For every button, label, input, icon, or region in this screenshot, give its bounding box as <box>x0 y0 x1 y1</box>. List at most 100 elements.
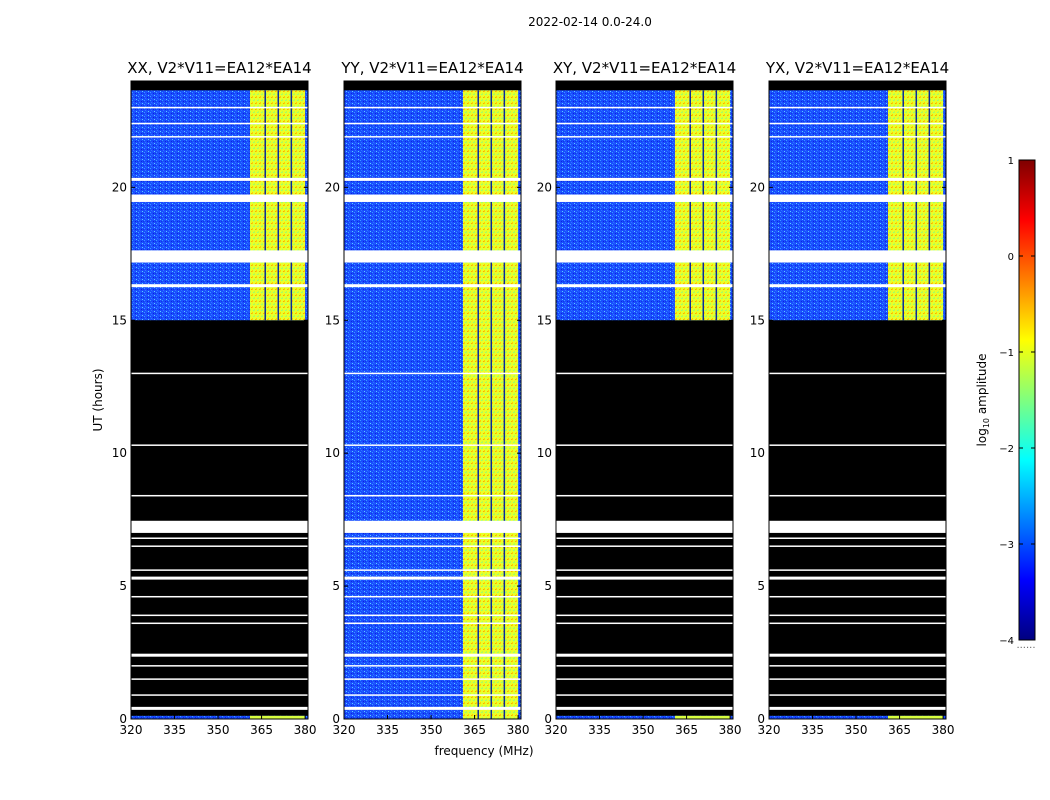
panel-flag-gap <box>131 569 308 571</box>
panel-flag-gap <box>556 122 733 125</box>
y-tick-label: 0 <box>544 712 552 726</box>
panel-channel-divider <box>490 90 493 719</box>
panel-flag-gap <box>769 678 946 680</box>
panel-channel-divider <box>290 90 293 321</box>
panel-flag-gap-wide <box>131 251 308 262</box>
panel-flag-gap <box>556 614 733 617</box>
colorbar-label-prefix: log <box>975 428 989 446</box>
panel-channel-divider <box>915 90 918 321</box>
panel-flag-gap <box>131 614 308 617</box>
x-tick-label: 380 <box>507 723 530 737</box>
panel-flag-gap-wide <box>344 195 521 202</box>
panel-channel-divider <box>715 90 718 321</box>
colorbar-tick-label: −1 <box>999 348 1014 359</box>
panel-flag-gap <box>131 537 308 539</box>
panel-flag-gap <box>131 494 308 497</box>
panel-flag-gap <box>344 494 521 497</box>
panel-3: YX, V2*V11=EA12*EA14 320 335 350 365 380 0 5 10 1… <box>750 59 955 737</box>
y-tick-label: 20 <box>750 180 765 194</box>
y-tick-label: 10 <box>537 446 552 460</box>
panel-flag-gap <box>769 569 946 571</box>
panel-flag-gap <box>556 106 733 109</box>
panel-flag-gap <box>769 106 946 109</box>
panel-flag-gap <box>344 122 521 125</box>
panel-flag-gap <box>769 444 946 446</box>
y-tick-label: 20 <box>112 180 127 194</box>
x-tick-label: 365 <box>250 723 273 737</box>
colorbar-extra-label: ...... <box>1016 640 1035 651</box>
panel-flag-gap <box>131 444 308 446</box>
panel-flag-gap <box>344 569 521 571</box>
panel-flag-gap <box>556 622 733 625</box>
panel-flag-gap <box>556 537 733 539</box>
panel-title: XX, V2*V11=EA12*EA14 <box>127 59 311 77</box>
panel-flag-gap <box>769 665 946 667</box>
x-tick-label: 320 <box>120 723 143 737</box>
panel-frame <box>130 80 309 720</box>
y-tick-label: 5 <box>119 579 127 593</box>
panel-channel-divider <box>928 90 931 321</box>
panel-flag-gap <box>344 678 521 680</box>
panels-group: XX, V2*V11=EA12*EA14 320 335 350 365 380 0 5 10 1… <box>112 59 955 737</box>
panel-channel-divider <box>902 90 904 321</box>
panel-flag-gap <box>344 706 521 710</box>
panel-flag-gap <box>769 653 946 657</box>
colorbar-gradient <box>1018 159 1036 641</box>
panel-flag-gap <box>769 595 946 598</box>
panel-flag-gap <box>131 706 308 710</box>
panel-flag-gap <box>131 122 308 125</box>
panel-flag-gap <box>769 694 946 696</box>
panel-flag-gap <box>556 444 733 446</box>
panel-flag-gap <box>769 494 946 497</box>
panel-flag-gap <box>344 576 521 580</box>
panel-flag-gap <box>344 444 521 446</box>
x-tick-label: 380 <box>932 723 955 737</box>
x-tick-label: 335 <box>163 723 186 737</box>
panel-flag-gap-wide <box>556 251 733 262</box>
panel-frame <box>343 80 522 720</box>
y-tick-label: 20 <box>325 180 340 194</box>
panel-flag-gap-wide <box>769 522 946 533</box>
x-tick-label: 335 <box>801 723 824 737</box>
colorbar-tick-label: −3 <box>999 540 1014 551</box>
panel-flag-gap <box>131 545 308 547</box>
panel-flag-gap <box>131 678 308 680</box>
panel-flag-gap <box>131 653 308 657</box>
panel-flag-gap <box>769 537 946 539</box>
y-tick-label: 15 <box>325 313 340 327</box>
y-tick-label: 0 <box>119 712 127 726</box>
x-tick-label: 365 <box>463 723 486 737</box>
panel-flag-gap-wide <box>131 522 308 533</box>
panel-flag-gap <box>131 177 308 181</box>
panel-channel-divider <box>503 90 506 719</box>
panel-0: XX, V2*V11=EA12*EA14 320 335 350 365 380 0 5 10 1… <box>112 59 317 737</box>
panel-flag-gap <box>769 284 946 288</box>
panel-flag-gap <box>131 665 308 667</box>
x-tick-label: 320 <box>545 723 568 737</box>
panel-flag-gap <box>131 284 308 288</box>
panel-flag-gap <box>344 622 521 625</box>
panel-flag-gap <box>556 678 733 680</box>
y-tick-label: 0 <box>757 712 765 726</box>
panel-flag-gap <box>131 576 308 580</box>
colorbar: −4 −3 −2 −1 0 1 log10 amplitude ...... <box>975 156 1036 651</box>
panel-2: XY, V2*V11=EA12*EA14 320 335 350 365 380 0 5 10 1… <box>537 59 742 737</box>
colorbar-ticks: −4 −3 −2 −1 0 1 <box>999 156 1035 647</box>
panel-1: YY, V2*V11=EA12*EA14 320 335 350 365 380 0 5 10 1… <box>325 59 530 737</box>
x-tick-label: 320 <box>758 723 781 737</box>
panel-flag-gap <box>131 694 308 696</box>
y-tick-label: 15 <box>537 313 552 327</box>
panel-title: XY, V2*V11=EA12*EA14 <box>553 59 736 77</box>
y-tick-label: 10 <box>112 446 127 460</box>
panel-flag-gap <box>344 595 521 598</box>
panel-flag-gap <box>556 284 733 288</box>
panel-flag-gap <box>769 177 946 181</box>
y-tick-label: 20 <box>537 180 552 194</box>
y-axis-label: UT (hours) <box>91 368 105 431</box>
x-tick-label: 365 <box>888 723 911 737</box>
panel-flag-gap <box>344 106 521 109</box>
panel-flag-gap <box>131 595 308 598</box>
y-tick-label: 0 <box>332 712 340 726</box>
panel-flag-gap <box>556 136 733 138</box>
